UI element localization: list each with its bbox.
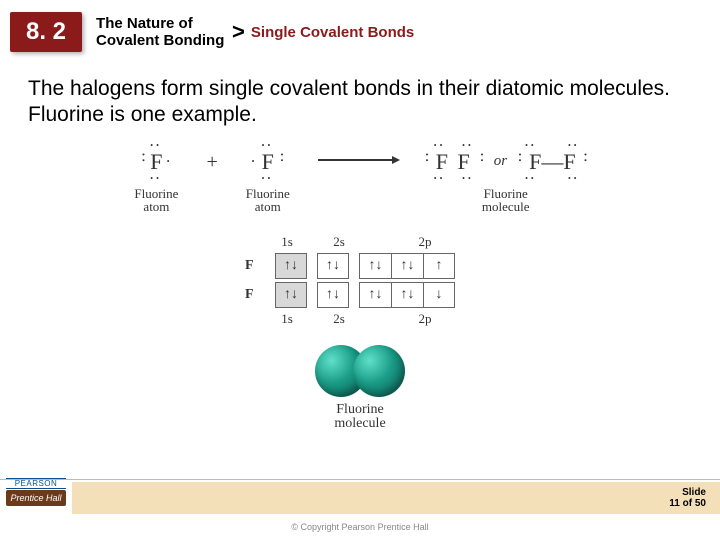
copyright-text: © Copyright Pearson Prentice Hall [0, 522, 720, 532]
reactant-2-label-1: Fluorine [246, 187, 290, 201]
logo-prentice-hall: Prentice Hall [6, 490, 66, 506]
orbital-2s: ↑↓ [317, 282, 349, 308]
reaction-arrow-icon [318, 159, 398, 161]
reactant-2-symbol: •• •• •• • F [252, 143, 284, 181]
orbital-1s: ↑↓ [275, 253, 307, 279]
orbital-2p-group: ↑↓ ↑↓ ↓ [359, 282, 455, 308]
orbital-diagram: 1s 2s 2p F ↑↓ ↑↓ ↑↓ ↑↓ ↑ F ↑↓ [245, 234, 475, 327]
orbital-labels-bottom: 1s 2s 2p [271, 311, 475, 327]
product-label-2: molecule [482, 200, 530, 214]
publisher-logo: PEARSON Prentice Hall [6, 478, 66, 518]
orbital-2s: ↑↓ [317, 253, 349, 279]
footer-bar: Slide 11 of 50 [0, 482, 720, 514]
reactant-2-label-2: atom [246, 200, 290, 214]
figure: •• •• •• • F Fluorine atom + •• •• •• • … [0, 143, 720, 433]
sphere-pair-icon [315, 345, 405, 397]
slide-header: 8. 2 The Nature of Covalent Bonding > Si… [0, 0, 720, 58]
orbital-2p-group: ↑↓ ↑↓ ↑ [359, 253, 455, 279]
reactant-2: •• •• •• • F Fluorine atom [246, 143, 290, 214]
divider [0, 479, 720, 480]
reactant-1: •• •• •• • F Fluorine atom [134, 143, 178, 214]
body-paragraph: The halogens form single covalent bonds … [0, 58, 720, 129]
orbital-1s: ↑↓ [275, 282, 307, 308]
model-label-1: Fluorine [334, 403, 385, 418]
lewis-equation: •• •• •• • F Fluorine atom + •• •• •• • … [134, 143, 585, 214]
plus-sign: + [206, 151, 217, 174]
product-label-1: Fluorine [482, 187, 530, 201]
or-text: or [494, 153, 507, 170]
reactant-1-symbol: •• •• •• • F [140, 143, 172, 181]
topic-title: Single Covalent Bonds [251, 24, 414, 41]
section-title: The Nature of Covalent Bonding [96, 15, 226, 50]
orbital-row-2: F ↑↓ ↑↓ ↑↓ ↑↓ ↓ [245, 282, 455, 308]
section-title-line2: Covalent Bonding [96, 32, 226, 49]
section-title-line1: The Nature of [96, 15, 226, 32]
molecular-model: Fluorine molecule [315, 345, 405, 432]
section-number-badge: 8. 2 [10, 12, 82, 52]
orbital-labels-top: 1s 2s 2p [271, 234, 475, 250]
product-line: •• •• •• •• •• •• F—F [519, 143, 585, 181]
model-label-2: molecule [334, 417, 385, 432]
slide-number: Slide 11 of 50 [669, 487, 706, 509]
orbital-row-1: F ↑↓ ↑↓ ↑↓ ↑↓ ↑ [245, 253, 455, 279]
product-lewis: •• •• •• •• •• •• F F [426, 143, 482, 181]
product: •• •• •• •• •• •• F F or •• •• •• •• •• … [426, 143, 586, 214]
reactant-1-label-2: atom [134, 200, 178, 214]
logo-pearson: PEARSON [6, 478, 66, 489]
reactant-1-label-1: Fluorine [134, 187, 178, 201]
chevron-icon: > [232, 19, 245, 45]
